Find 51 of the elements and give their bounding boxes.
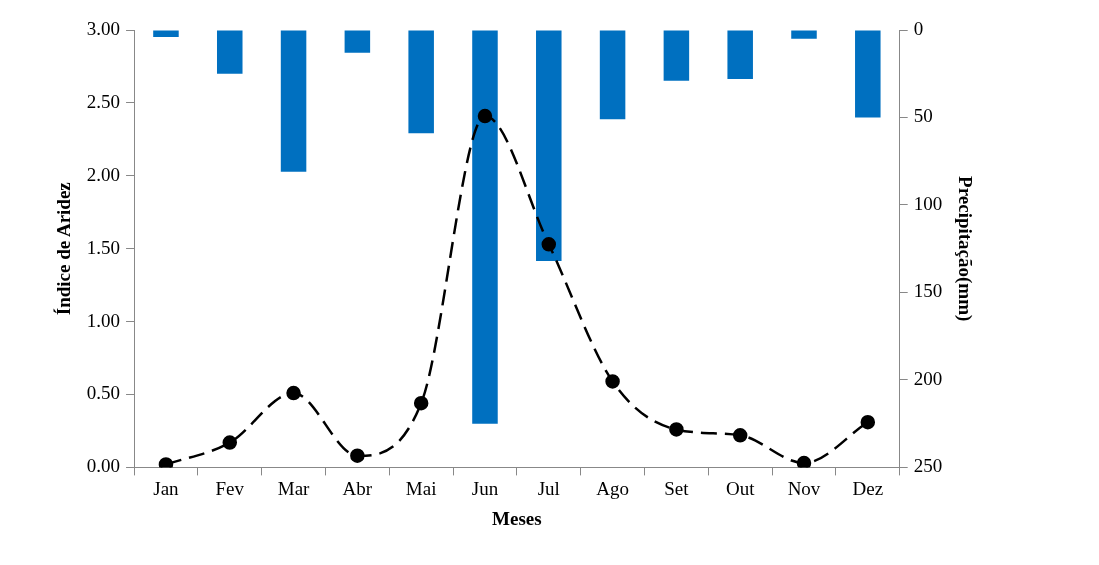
bar xyxy=(153,30,179,37)
x-tick-label: Jan xyxy=(153,477,180,499)
bar xyxy=(280,30,307,172)
point xyxy=(605,374,620,389)
y-tick-label: 2.00 xyxy=(86,163,121,185)
bar xyxy=(536,30,562,261)
y-tick-label: 1.00 xyxy=(86,309,121,331)
point xyxy=(413,396,429,411)
point xyxy=(669,422,684,437)
point xyxy=(477,108,493,124)
y2-tick-label: 250 xyxy=(913,455,943,477)
y-tick-label: 0.50 xyxy=(86,382,121,404)
y-tick-label: 2.50 xyxy=(86,90,121,112)
x-tick-label: Mai xyxy=(405,477,437,499)
y2-tick-label: 200 xyxy=(913,367,943,389)
x-tick-label: Set xyxy=(664,477,690,499)
x-tick-label: Dez xyxy=(852,477,884,499)
y-axis-title: Índice de Aridez xyxy=(53,181,75,316)
x-tick-label: Nov xyxy=(787,477,821,499)
y-tick-label: 3.00 xyxy=(86,17,121,39)
bar xyxy=(663,30,690,81)
y2-tick-label: 100 xyxy=(913,192,943,214)
x-tick-label: Fev xyxy=(215,477,245,499)
bar xyxy=(217,30,243,74)
y-tick-label: 0.00 xyxy=(86,455,121,477)
bar xyxy=(599,30,626,120)
point xyxy=(222,435,238,450)
x-tick-label: Abr xyxy=(342,477,373,499)
point xyxy=(286,385,301,401)
bar xyxy=(344,30,371,53)
bar xyxy=(408,30,434,134)
x-tick-label: Out xyxy=(725,477,756,499)
bar xyxy=(727,30,753,79)
bar xyxy=(855,30,881,118)
x-tick-label: Jun xyxy=(471,477,499,499)
point xyxy=(541,237,557,252)
x-tick-label: Jul xyxy=(537,477,560,499)
point xyxy=(860,414,876,430)
y-tick-label: 1.50 xyxy=(86,236,121,258)
point xyxy=(350,448,365,463)
x-tick-label: Mar xyxy=(277,477,311,499)
bar xyxy=(791,30,817,39)
bar xyxy=(472,30,498,424)
x-axis-title: Meses xyxy=(492,507,542,529)
x-tick-label: Ago xyxy=(596,477,629,499)
y2-axis-title: Precipitação(mm) xyxy=(953,176,976,322)
y2-tick-label: 50 xyxy=(913,105,933,127)
y2-tick-label: 0 xyxy=(913,17,924,39)
y2-tick-label: 150 xyxy=(913,280,943,302)
point xyxy=(796,455,812,468)
point xyxy=(732,428,748,443)
